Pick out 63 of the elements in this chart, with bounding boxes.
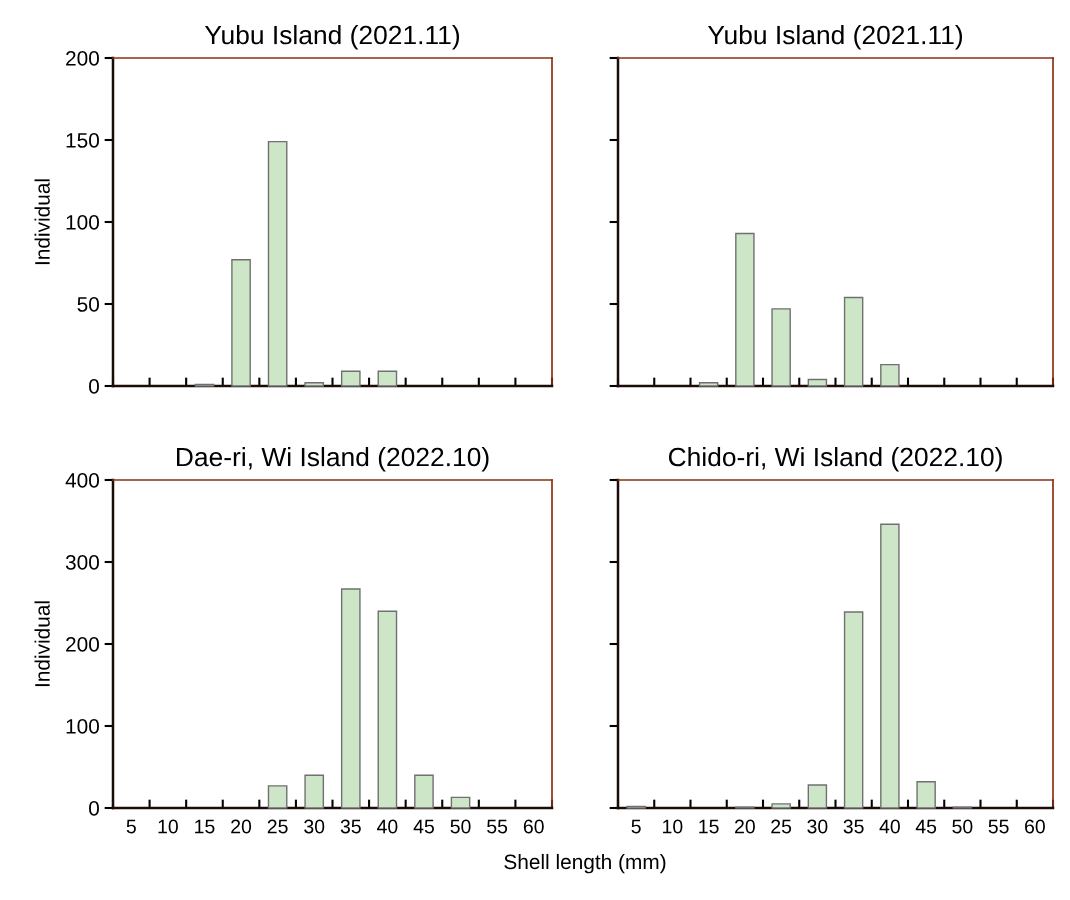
- bar: [304, 774, 325, 809]
- x-tick-label: 55: [988, 819, 1009, 834]
- bar: [231, 259, 251, 387]
- y-tick-label: 50: [77, 297, 99, 312]
- x-tick-label: 30: [304, 819, 325, 834]
- y-tick-label: 0: [89, 801, 99, 816]
- x-tick-label: 20: [735, 819, 755, 834]
- bar: [377, 370, 398, 387]
- x-tick-label: 35: [843, 819, 864, 834]
- y-tick-label: 400: [65, 473, 99, 488]
- x-tick-label: 60: [523, 819, 544, 834]
- x-tick-label: 10: [663, 819, 683, 834]
- bar: [340, 588, 361, 809]
- bar: [880, 363, 900, 387]
- x-tick-label: 10: [158, 819, 178, 834]
- chart-title: Chido-ri, Wi Island (2022.10): [668, 446, 1002, 472]
- bar: [267, 785, 288, 809]
- bar: [771, 308, 791, 387]
- x-tick-label: 60: [1025, 819, 1045, 834]
- y-tick-label: 300: [65, 555, 99, 570]
- bar: [340, 370, 361, 387]
- x-tick-label: 45: [915, 819, 937, 834]
- bar: [771, 803, 791, 809]
- chart-title: Dae-ri, Wi Island (2022.10): [177, 446, 489, 472]
- x-tick-label: 50: [952, 819, 973, 834]
- x-tick-label: 20: [231, 819, 252, 834]
- bar: [916, 781, 936, 809]
- x-tick-label: 40: [879, 819, 900, 834]
- y-tick-label: 0: [89, 379, 99, 394]
- x-tick-label: 30: [807, 819, 828, 834]
- x-tick-label: 5: [126, 819, 136, 834]
- x-tick-label: 45: [413, 819, 434, 834]
- x-tick-label: 50: [450, 819, 471, 834]
- y-axis-title: Individual: [34, 601, 50, 687]
- x-axis-title: Shell length (mm): [504, 853, 666, 874]
- bar: [450, 796, 471, 809]
- bar: [267, 140, 288, 387]
- y-tick-label: 100: [66, 719, 99, 734]
- x-tick-label: 25: [267, 819, 288, 834]
- y-tick-label: 200: [66, 51, 99, 66]
- bar: [880, 523, 900, 809]
- bar: [377, 610, 398, 809]
- x-tick-label: 35: [340, 819, 361, 834]
- y-tick-label: 200: [66, 637, 99, 652]
- bar: [414, 774, 434, 809]
- bar: [304, 382, 325, 387]
- x-tick-label: 15: [195, 819, 215, 834]
- bar: [698, 382, 719, 387]
- bar: [735, 232, 755, 387]
- y-tick-label: 100: [66, 215, 99, 230]
- chart-title: Yubu Island (2021.11): [204, 24, 460, 50]
- chart-title: Yubu Island (2021.11): [707, 24, 963, 50]
- bar: [807, 784, 828, 809]
- bar: [843, 296, 864, 387]
- x-tick-label: 55: [487, 819, 508, 834]
- x-tick-label: 25: [771, 819, 792, 834]
- x-tick-label: 15: [699, 819, 719, 834]
- bar: [807, 378, 828, 387]
- y-axis-title: Individual: [34, 179, 50, 265]
- y-tick-label: 150: [66, 133, 99, 148]
- bar: [843, 611, 864, 809]
- x-tick-label: 40: [377, 819, 398, 834]
- x-tick-label: 5: [631, 819, 641, 834]
